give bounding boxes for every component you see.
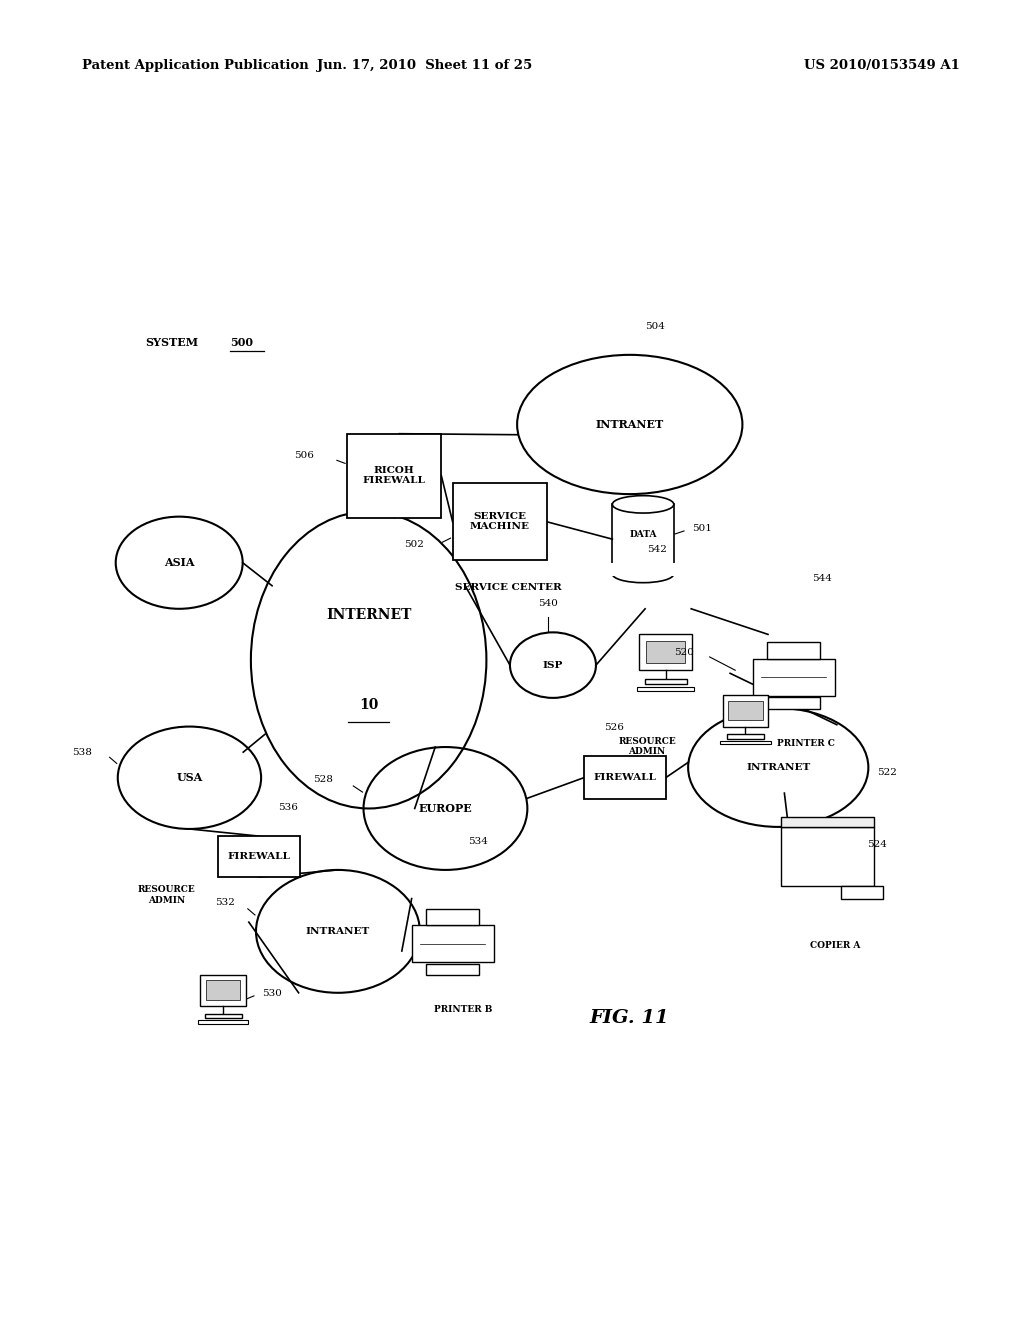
- Text: 544: 544: [812, 574, 833, 582]
- Text: RESOURCE
ADMIN: RESOURCE ADMIN: [618, 737, 676, 756]
- Text: RESOURCE
ADMIN: RESOURCE ADMIN: [138, 886, 196, 904]
- Text: 540: 540: [538, 599, 558, 609]
- FancyBboxPatch shape: [639, 634, 692, 671]
- FancyBboxPatch shape: [780, 828, 874, 886]
- Text: INTERNET: INTERNET: [326, 609, 412, 623]
- Text: SERVICE CENTER: SERVICE CENTER: [455, 582, 561, 591]
- FancyBboxPatch shape: [723, 696, 768, 726]
- FancyBboxPatch shape: [426, 908, 479, 925]
- Text: USA: USA: [176, 772, 203, 783]
- FancyBboxPatch shape: [727, 734, 764, 739]
- FancyBboxPatch shape: [720, 741, 771, 744]
- FancyBboxPatch shape: [637, 686, 694, 690]
- Text: 504: 504: [645, 322, 666, 331]
- FancyBboxPatch shape: [584, 756, 666, 800]
- Ellipse shape: [612, 495, 674, 513]
- Text: 534: 534: [468, 837, 488, 846]
- FancyBboxPatch shape: [198, 1020, 249, 1024]
- FancyBboxPatch shape: [780, 817, 874, 828]
- Ellipse shape: [612, 565, 674, 582]
- Text: 528: 528: [312, 775, 333, 784]
- Text: COPIER A: COPIER A: [810, 941, 861, 949]
- Text: FIG. 11: FIG. 11: [590, 1010, 670, 1027]
- Text: 536: 536: [278, 803, 298, 812]
- Text: DATA: DATA: [630, 529, 656, 539]
- Text: FIREWALL: FIREWALL: [593, 774, 656, 783]
- FancyBboxPatch shape: [206, 981, 241, 999]
- Text: INTRANET: INTRANET: [746, 763, 810, 772]
- Text: 524: 524: [866, 840, 887, 849]
- Text: PRINTER C: PRINTER C: [777, 739, 835, 748]
- Text: PRINTER B: PRINTER B: [433, 1005, 493, 1014]
- FancyBboxPatch shape: [426, 964, 479, 975]
- Text: 10: 10: [359, 697, 378, 711]
- Text: 502: 502: [403, 540, 424, 549]
- Text: 530: 530: [262, 989, 283, 998]
- Text: SYSTEM: SYSTEM: [145, 337, 199, 348]
- Text: 526: 526: [604, 723, 625, 733]
- Text: RICOH
FIREWALL: RICOH FIREWALL: [362, 466, 426, 486]
- FancyBboxPatch shape: [610, 564, 676, 576]
- FancyBboxPatch shape: [767, 643, 820, 659]
- Text: INTRANET: INTRANET: [306, 927, 370, 936]
- FancyBboxPatch shape: [646, 640, 685, 663]
- Text: SERVICE
MACHINE: SERVICE MACHINE: [470, 512, 529, 532]
- FancyBboxPatch shape: [645, 678, 686, 684]
- FancyBboxPatch shape: [842, 886, 884, 899]
- Text: Patent Application Publication: Patent Application Publication: [82, 59, 308, 73]
- FancyBboxPatch shape: [412, 925, 494, 962]
- Text: 506: 506: [294, 450, 314, 459]
- FancyBboxPatch shape: [201, 974, 246, 1006]
- FancyBboxPatch shape: [767, 697, 820, 709]
- Text: ASIA: ASIA: [164, 557, 195, 568]
- Text: 520: 520: [674, 648, 694, 657]
- FancyBboxPatch shape: [753, 659, 835, 696]
- Text: 542: 542: [647, 545, 668, 554]
- FancyBboxPatch shape: [728, 701, 763, 721]
- Text: Jun. 17, 2010  Sheet 11 of 25: Jun. 17, 2010 Sheet 11 of 25: [317, 59, 532, 73]
- Text: 501: 501: [692, 524, 713, 533]
- Text: INTRANET: INTRANET: [596, 418, 664, 430]
- Text: 532: 532: [215, 898, 236, 907]
- Text: FIREWALL: FIREWALL: [227, 853, 291, 861]
- Text: 538: 538: [72, 747, 92, 756]
- FancyBboxPatch shape: [218, 836, 300, 876]
- FancyBboxPatch shape: [205, 1014, 242, 1018]
- Text: 500: 500: [230, 337, 253, 348]
- Text: 522: 522: [877, 768, 897, 777]
- FancyBboxPatch shape: [347, 434, 441, 517]
- Text: ISP: ISP: [543, 660, 563, 669]
- Text: EUROPE: EUROPE: [419, 803, 472, 814]
- Text: US 2010/0153549 A1: US 2010/0153549 A1: [804, 59, 959, 73]
- FancyBboxPatch shape: [453, 483, 547, 560]
